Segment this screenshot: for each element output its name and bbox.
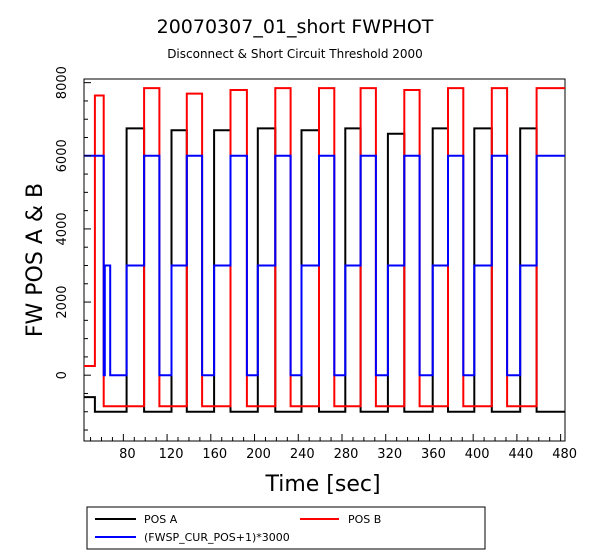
legend-label-pos-b: POS B [348,513,381,526]
x-tick-label: 440 [508,447,533,462]
y-axis-label: FW POS A & B [23,183,48,337]
x-tick-label: 200 [246,447,271,462]
legend-label-pos-a: POS A [144,513,178,526]
x-tick-label: 320 [377,447,402,462]
x-axis-label: Time [sec] [264,472,380,497]
x-tick-label: 120 [159,447,184,462]
chart-title: 20070307_01_short FWPHOT [157,16,434,38]
x-tick-label: 240 [290,447,315,462]
x-tick-label: 360 [421,447,446,462]
x-tick-label: 400 [465,447,490,462]
y-tick-label: 8000 [55,66,70,99]
x-tick-label: 80 [119,447,136,462]
y-tick-label: 4000 [55,212,70,245]
x-tick-label: 480 [552,447,577,462]
legend-box [86,506,486,550]
chart-subtitle: Disconnect & Short Circuit Threshold 200… [167,47,423,61]
series-line-0 [84,127,565,413]
legend-label-fwsp: (FWSP_CUR_POS+1)*3000 [144,531,290,544]
series-line-1 [84,87,565,408]
y-tick-label: 6000 [55,139,70,172]
ticks-layer: 80 120 160 200 240 280 320 360 400 440 480 0 2000 400… [55,66,577,462]
y-tick-label: 2000 [55,286,70,319]
y-tick-label: 0 [55,371,70,379]
series-line-2 [84,154,565,377]
plot-frame [83,78,566,442]
x-tick-label: 280 [334,447,359,462]
x-tick-label: 160 [202,447,227,462]
series-layer [84,87,565,413]
